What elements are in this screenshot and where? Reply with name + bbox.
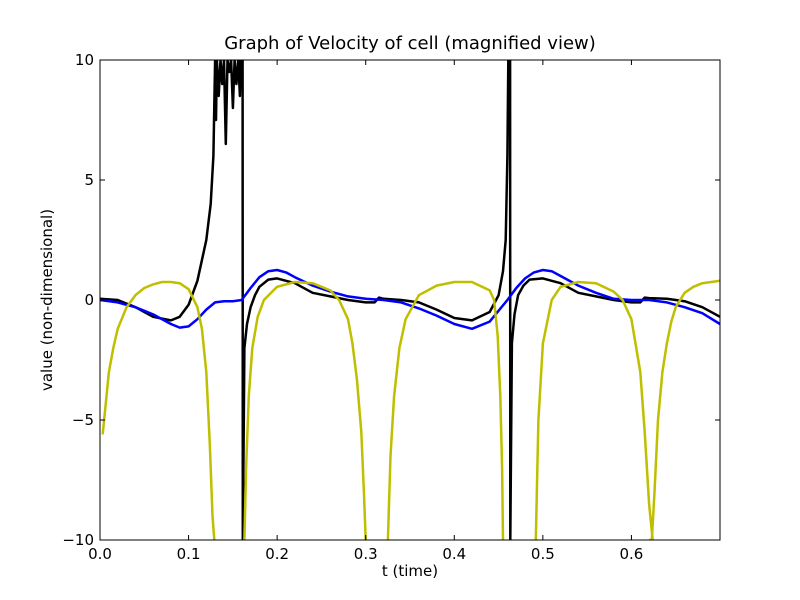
x-tick-label: 0.3 [354,545,378,563]
x-tick-label: 0.2 [265,545,289,563]
y-axis-label: value (non-dimensional) [38,209,56,391]
y-tick-label: 0 [84,291,94,309]
x-tick-label: 0.4 [442,545,466,563]
y-tick-label: 10 [75,51,94,69]
y-tick-label: 5 [84,171,94,189]
x-tick-label: 0.1 [177,545,201,563]
x-axis-label: t (time) [382,562,438,580]
tick-layer: 0.0 0.1 0.2 0.3 0.4 0.5 0.6 −10 −5 0 5 10 [62,51,720,563]
chart-title: Graph of Velocity of cell (magnified vie… [224,33,596,54]
x-tick-label: 0.6 [619,545,643,563]
series-line-3 [101,279,720,540]
series-line-2 [100,268,720,331]
y-tick-label: −10 [62,531,94,549]
x-tick-label: 0.5 [531,545,555,563]
x-tick-label: 0.0 [88,545,112,563]
y-tick-label: −5 [72,411,94,429]
series-layer [100,60,720,540]
series-line-1 [100,60,720,540]
